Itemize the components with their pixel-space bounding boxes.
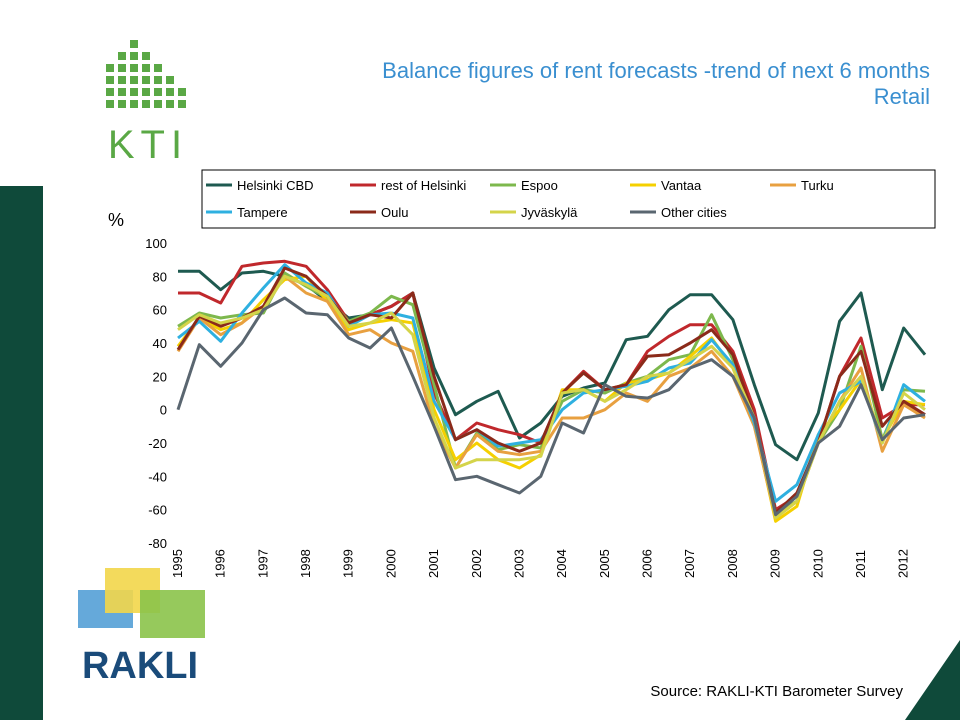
x-tick-label: 2000 — [383, 549, 398, 578]
x-tick-label: 2009 — [768, 549, 783, 578]
legend-label: Turku — [801, 178, 834, 193]
corner-triangle — [905, 640, 960, 720]
legend-label: Vantaa — [661, 178, 702, 193]
series-line — [176, 296, 926, 517]
y-tick-label: 100 — [145, 236, 167, 251]
x-tick-label: 2008 — [725, 549, 740, 578]
source: Source: RAKLI-KTI Barometer Survey — [650, 683, 903, 700]
kti-logo-mark — [106, 40, 186, 108]
x-tick-label: 2001 — [426, 549, 441, 578]
x-tick-label: 1998 — [298, 549, 313, 578]
legend-label: Oulu — [381, 205, 408, 220]
series-line — [176, 274, 926, 520]
rakli-logo-text: RAKLI — [82, 645, 198, 687]
y-tick-label: 40 — [153, 336, 167, 351]
x-tick-label: 2007 — [682, 549, 697, 578]
x-tick-label: 2006 — [640, 549, 655, 578]
series-line — [177, 271, 926, 515]
y-tick-label: -20 — [148, 436, 167, 451]
y-axis-label: % — [108, 210, 124, 230]
x-tick-label: 2012 — [896, 549, 911, 578]
x-tick-label: 2003 — [511, 549, 526, 578]
legend-label: rest of Helsinki — [381, 178, 466, 193]
series-line — [178, 259, 925, 512]
kti-logo-text: KTI — [108, 123, 188, 167]
legend-label: Tampere — [237, 205, 288, 220]
y-tick-label: 60 — [153, 303, 167, 318]
series-line — [178, 269, 927, 462]
subtitle: Retail — [874, 84, 930, 109]
rakli-logo-mark — [78, 568, 205, 638]
title: Balance figures of rent forecasts -trend… — [382, 58, 930, 83]
y-tick-label: 20 — [153, 369, 167, 384]
legend-label: Espoo — [521, 178, 558, 193]
x-tick-label: 1997 — [255, 549, 270, 578]
series-line — [176, 274, 926, 523]
x-tick-label: 1999 — [341, 549, 356, 578]
legend-label: Other cities — [661, 205, 727, 220]
y-tick-label: -40 — [148, 469, 167, 484]
y-tick-label: -80 — [148, 536, 167, 551]
x-tick-label: 2002 — [469, 549, 484, 578]
side-strip — [0, 186, 43, 720]
x-tick-label: 1995 — [170, 549, 185, 578]
x-tick-label: 2011 — [853, 550, 868, 578]
legend-label: Helsinki CBD — [237, 178, 314, 193]
y-tick-label: 0 — [160, 403, 167, 418]
series-line — [177, 274, 926, 520]
x-tick-label: 2010 — [810, 549, 825, 578]
legend-box — [201, 169, 936, 229]
series-line — [176, 266, 926, 515]
x-tick-label: 1996 — [213, 549, 228, 578]
y-tick-label: -60 — [148, 503, 167, 518]
x-tick-label: 2004 — [554, 549, 569, 578]
legend-label: Jyväskylä — [521, 205, 578, 220]
y-tick-label: 80 — [153, 269, 167, 284]
x-tick-label: 2005 — [597, 549, 612, 578]
